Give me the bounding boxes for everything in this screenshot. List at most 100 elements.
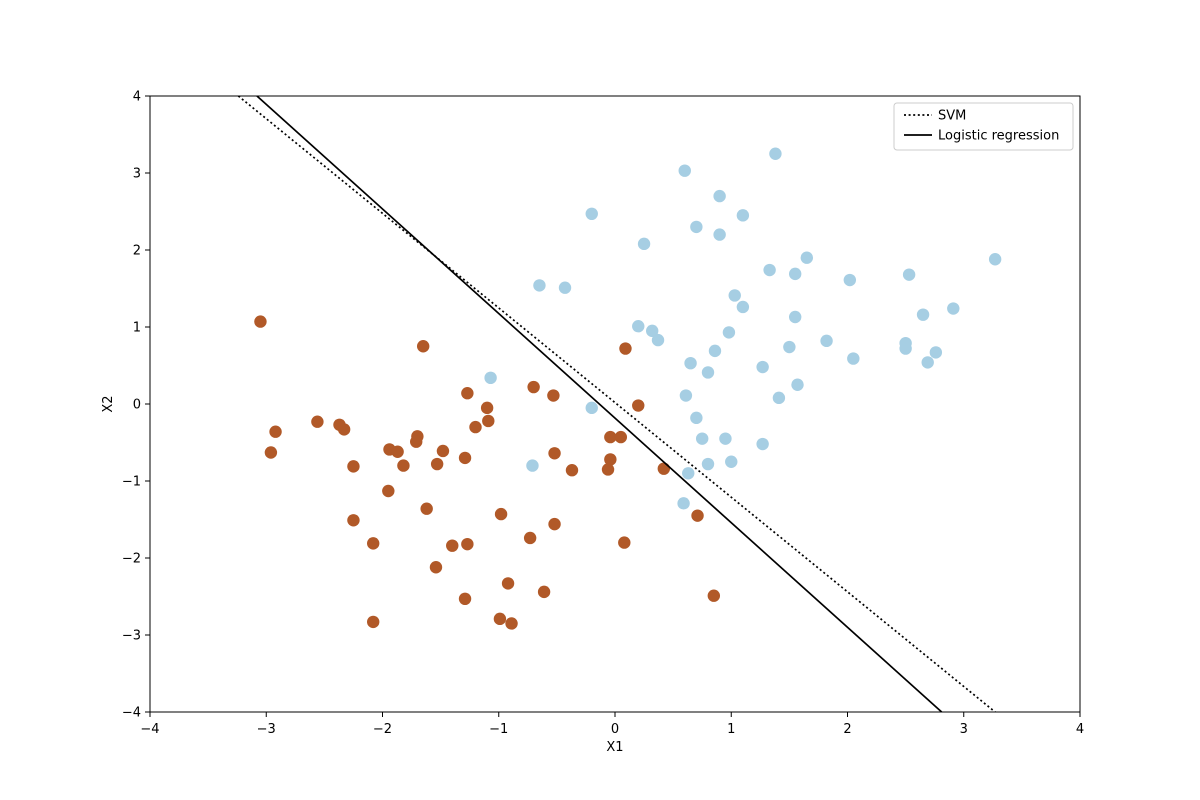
scatter-point xyxy=(929,346,943,359)
scatter-point xyxy=(637,237,651,251)
scatter-point xyxy=(484,371,497,385)
x-tick-label: 1 xyxy=(727,722,735,737)
scatter-point xyxy=(585,401,598,415)
scatter-point xyxy=(397,459,410,472)
scatter-point xyxy=(791,378,804,391)
scatter-point xyxy=(547,389,560,402)
scatter-point xyxy=(646,324,659,338)
x-tick-label: 2 xyxy=(843,722,851,737)
x-tick-label: 0 xyxy=(611,722,619,737)
scatter-point xyxy=(843,273,857,287)
scatter-point xyxy=(921,356,934,369)
scatter-point xyxy=(728,289,741,302)
scatter-point xyxy=(533,279,546,292)
scatter-point xyxy=(604,430,617,444)
scatter-point xyxy=(469,420,482,434)
scatter-point xyxy=(988,253,1002,266)
scatter-point xyxy=(548,447,561,460)
scatter-point xyxy=(725,455,738,468)
y-tick-label: −4 xyxy=(122,706,141,721)
scatter-point xyxy=(800,251,814,264)
scatter-point xyxy=(899,342,912,355)
scatter-point xyxy=(916,308,930,321)
scatter-point xyxy=(690,220,703,234)
scatter-point xyxy=(430,457,444,471)
y-tick-label: 0 xyxy=(133,398,141,413)
x-tick-label: 4 xyxy=(1076,722,1084,737)
scatter-point xyxy=(708,344,722,358)
scatter-point xyxy=(537,585,551,599)
scatter-point xyxy=(264,446,278,459)
scatter-point xyxy=(523,531,537,545)
scatter-point xyxy=(391,445,404,458)
scatter-point xyxy=(585,207,598,221)
scatter-point xyxy=(410,435,423,448)
scatter-point xyxy=(494,507,508,521)
scatter-point xyxy=(947,302,960,315)
scatter-point xyxy=(565,464,579,477)
x-axis-ticks: −4 −3 −2 −1 0 1 2 3 4 xyxy=(140,712,1084,737)
scatter-point xyxy=(458,592,472,606)
scatter-point xyxy=(902,268,916,281)
legend: SVM Logistic regression xyxy=(893,102,1074,151)
scatter-point xyxy=(461,537,474,551)
scatter-point xyxy=(382,484,395,498)
scatter-point xyxy=(701,366,715,379)
scatter-point xyxy=(820,334,833,348)
scatter-point xyxy=(311,415,324,428)
scatter-point xyxy=(677,497,690,510)
scatter-point xyxy=(337,423,351,436)
scatter-point xyxy=(684,356,697,370)
scatter-point xyxy=(619,342,632,355)
scatter-point xyxy=(763,263,776,277)
scatter-point xyxy=(420,502,433,515)
legend-label: SVM xyxy=(938,109,966,124)
scatter-point xyxy=(446,539,459,552)
x-tick-label: −3 xyxy=(257,722,276,737)
x-tick-label: −1 xyxy=(489,722,508,737)
scatter-point xyxy=(527,380,540,394)
scatter-point xyxy=(679,389,693,402)
plot-marks xyxy=(237,96,1002,712)
scatter-point xyxy=(690,411,703,425)
scatter-point xyxy=(756,437,769,451)
scatter-point xyxy=(678,164,691,177)
scatter-point xyxy=(548,517,561,531)
scatter-point xyxy=(713,228,726,241)
scatter-point xyxy=(736,300,750,314)
y-tick-label: −2 xyxy=(122,552,141,567)
scatter-point xyxy=(416,340,430,353)
x-tick-label: −2 xyxy=(373,722,392,737)
scatter-point xyxy=(682,467,695,480)
scatter-point xyxy=(701,457,715,471)
scatter-point xyxy=(458,451,472,465)
scatter-point xyxy=(657,462,671,475)
legend-label: Logistic regression xyxy=(938,129,1059,144)
scatter-point xyxy=(788,267,802,281)
scatter-point xyxy=(482,414,495,428)
y-axis-label: X2 xyxy=(101,395,116,412)
scatter-point xyxy=(461,387,474,400)
x-tick-label: −4 xyxy=(140,722,159,737)
scatter-point xyxy=(254,315,267,328)
scatter-point xyxy=(632,399,645,412)
scatter-point xyxy=(632,320,645,333)
scatter-point xyxy=(772,391,786,405)
scatter-point xyxy=(651,333,665,347)
y-axis-ticks: −4 −3 −2 −1 0 1 2 3 4 xyxy=(122,90,150,721)
scatter-point xyxy=(783,340,796,354)
scatter-point xyxy=(269,425,282,438)
scatter-point xyxy=(436,444,450,458)
scatter-point xyxy=(788,310,802,324)
scatter-point xyxy=(501,577,515,590)
y-tick-label: 4 xyxy=(133,90,141,105)
scatter-point xyxy=(526,459,539,472)
scatter-point xyxy=(847,352,860,365)
x-axis-label: X1 xyxy=(606,740,623,755)
logistic-regression-boundary-line xyxy=(256,96,943,712)
scatter-point xyxy=(429,561,443,574)
scatter-point xyxy=(480,401,494,415)
scatter-point xyxy=(347,514,360,527)
scatter-point xyxy=(347,460,360,473)
y-tick-label: −3 xyxy=(122,629,141,644)
